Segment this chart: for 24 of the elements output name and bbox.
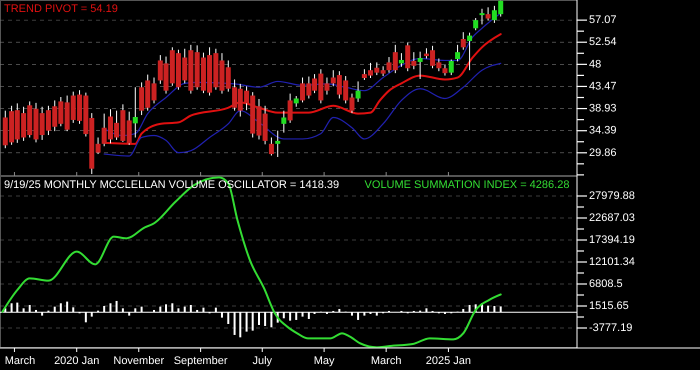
y-tick-label: 29.86: [589, 146, 617, 159]
x-tick-label: March: [370, 355, 402, 367]
x-tick-label: 2025 Jan: [426, 355, 472, 367]
x-tick-label: September: [174, 355, 228, 367]
y-tick-label: 43.47: [589, 80, 617, 92]
y-tick-label: 27979.88: [589, 190, 635, 202]
x-tick-label: March: [4, 355, 36, 367]
y-tick-label: 17394.19: [589, 234, 635, 246]
y-tick-label: 34.39: [589, 124, 617, 137]
text: TREND PIVOT = 54.19: [4, 3, 118, 15]
y-tick-label: 52.54: [589, 36, 617, 48]
text: VOLUME SUMMATION INDEX = 4286.28: [364, 179, 570, 191]
y-tick-label: 12101.34: [589, 256, 635, 268]
y-tick-label: 22687.03: [589, 212, 635, 224]
x-tick-label: July: [252, 355, 273, 367]
y-tick-label: 38.93: [589, 102, 617, 115]
x-tick-label: May: [314, 355, 335, 367]
y-tick-label: 48: [589, 58, 602, 70]
y-tick-label: 6808.5: [589, 278, 623, 290]
x-tick-label: November: [113, 355, 164, 367]
x-tick-label: 2020 Jan: [54, 355, 100, 367]
y-tick-label: -3777.19: [589, 322, 632, 334]
y-tick-label: 57.07: [589, 14, 617, 26]
y-tick-label: 1515.65: [589, 300, 629, 312]
